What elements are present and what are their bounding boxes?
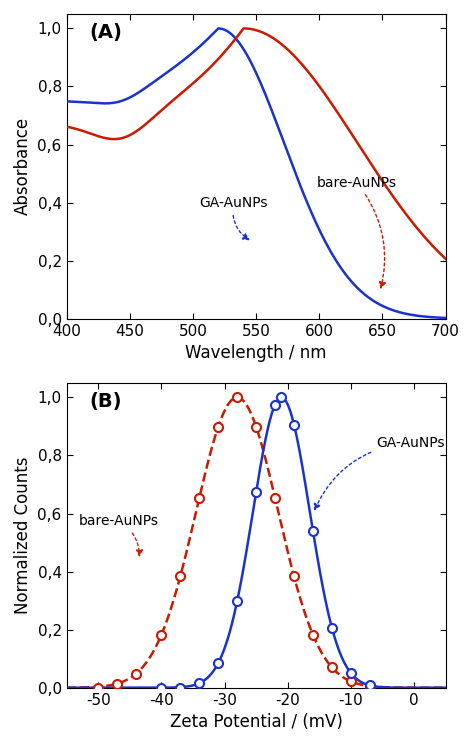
X-axis label: Zeta Potential / (mV): Zeta Potential / (mV): [170, 713, 343, 731]
Y-axis label: Absorbance: Absorbance: [14, 117, 32, 215]
Text: bare-AuNPs: bare-AuNPs: [317, 176, 397, 288]
Text: (B): (B): [89, 392, 122, 411]
Text: (A): (A): [89, 23, 122, 42]
Text: bare-AuNPs: bare-AuNPs: [79, 514, 159, 556]
Text: GA-AuNPs: GA-AuNPs: [314, 436, 445, 510]
Y-axis label: Normalized Counts: Normalized Counts: [14, 457, 32, 614]
Text: GA-AuNPs: GA-AuNPs: [199, 196, 268, 239]
X-axis label: Wavelength / nm: Wavelength / nm: [185, 344, 327, 362]
